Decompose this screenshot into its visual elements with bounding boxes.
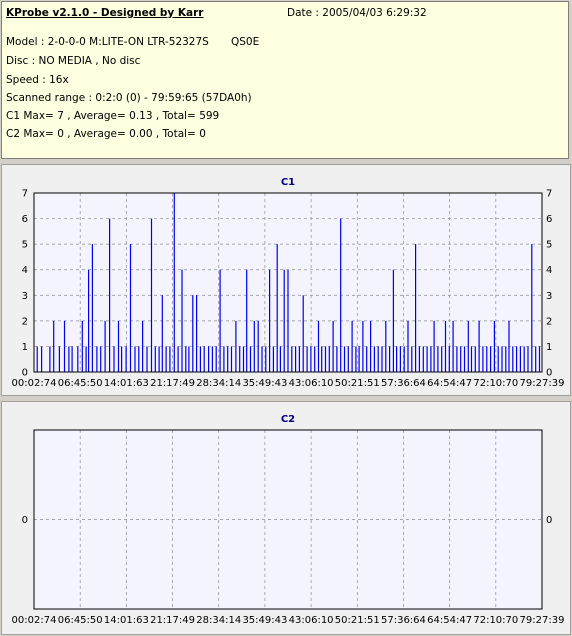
disc-info: Disc : NO MEDIA , No disc xyxy=(6,55,141,67)
x-tick-label: 50:21:51 xyxy=(335,615,380,626)
x-tick-label: 06:45:50 xyxy=(58,378,103,389)
y-tick-label-right: 0 xyxy=(546,368,552,379)
plot-frame xyxy=(33,429,543,610)
c1-statistics: C1 Max= 7 , Average= 0.13 , Total= 599 xyxy=(6,110,220,122)
x-tick-label: 64:54:47 xyxy=(427,378,472,389)
y-tick-label-left: 3 xyxy=(22,291,28,302)
y-tick-label-right: 4 xyxy=(546,265,552,276)
x-tick-label: 79:27:39 xyxy=(520,615,565,626)
x-tick-label: 72:10:70 xyxy=(473,378,518,389)
scan-date: Date : 2005/04/03 6:29:32 xyxy=(287,7,427,19)
y-tick-label-left: 1 xyxy=(22,342,28,353)
x-tick-label: 79:27:39 xyxy=(520,378,565,389)
scanned-range: Scanned range : 0:2:0 (0) - 79:59:65 (57… xyxy=(6,92,252,104)
y-tick-label-right: 1 xyxy=(546,342,552,353)
x-tick-label: 00:02:74 xyxy=(12,378,57,389)
y-tick-label-right: 3 xyxy=(546,291,552,302)
c1-chart: C1 0 0 1 1 2 2 3 3 4 4 5 5 6 6 7 7 00:02:74 06:45:50 14:01:… xyxy=(12,177,565,389)
x-tick-label: 43:06:10 xyxy=(289,378,334,389)
x-tick-label: 50:21:51 xyxy=(335,378,380,389)
y-tick-label-left: 6 xyxy=(22,214,28,225)
x-tick-label: 57:36:64 xyxy=(381,615,426,626)
app-title: KProbe v2.1.0 - Designed by Karr xyxy=(6,7,204,19)
y-tick-label-right: 6 xyxy=(546,214,552,225)
x-tick-label: 21:17:49 xyxy=(150,378,195,389)
x-tick-label: 28:34:14 xyxy=(196,615,241,626)
y-tick-label-left: 0 xyxy=(22,368,28,379)
y-tick-label-left: 2 xyxy=(22,316,28,327)
c2-chart: C2 0 0 00:02:74 06:45:50 14:01:63 21:17:49 28:3… xyxy=(12,414,565,626)
chart-title: C1 xyxy=(281,177,295,188)
x-tick-label: 43:06:10 xyxy=(289,615,334,626)
scan-info-panel: KProbe v2.1.0 - Designed by Karr Date : … xyxy=(1,1,569,159)
c2-statistics: C2 Max= 0 , Average= 0.00 , Total= 0 xyxy=(6,128,206,140)
plot-frame xyxy=(33,192,543,373)
x-tick-label: 35:49:43 xyxy=(242,378,287,389)
y-tick-label-right: 2 xyxy=(546,316,552,327)
x-tick-label: 14:01:63 xyxy=(104,615,149,626)
c2-chart-panel: C2 0 0 00:02:74 06:45:50 14:01:63 21:17:49 28:3… xyxy=(1,401,571,635)
y-tick-label-left: 7 xyxy=(22,189,28,200)
chart-title: C2 xyxy=(281,414,295,425)
x-tick-label: 57:36:64 xyxy=(381,378,426,389)
x-tick-label: 28:34:14 xyxy=(196,378,241,389)
y-tick-label-right: 5 xyxy=(546,240,552,251)
y-tick-label-right: 7 xyxy=(546,189,552,200)
drive-model: Model : 2-0-0-0 M:LITE-ON LTR-52327S xyxy=(6,36,209,48)
x-tick-label: 72:10:70 xyxy=(473,615,518,626)
x-tick-label: 64:54:47 xyxy=(427,615,472,626)
x-tick-label: 00:02:74 xyxy=(12,615,57,626)
x-tick-label: 21:17:49 xyxy=(150,615,195,626)
c1-chart-panel: C1 0 0 1 1 2 2 3 3 4 4 5 5 6 6 7 7 00:02:74 06:45:50 14:01:… xyxy=(1,164,571,396)
y-tick-label-left: 0 xyxy=(22,515,28,526)
y-tick-label-left: 5 xyxy=(22,240,28,251)
x-tick-label: 14:01:63 xyxy=(104,378,149,389)
y-tick-label-right: 0 xyxy=(546,515,552,526)
x-tick-label: 35:49:43 xyxy=(242,615,287,626)
scan-speed: Speed : 16x xyxy=(6,74,69,86)
x-tick-label: 06:45:50 xyxy=(58,615,103,626)
y-tick-label-left: 4 xyxy=(22,265,28,276)
drive-firmware: QS0E xyxy=(231,36,260,48)
